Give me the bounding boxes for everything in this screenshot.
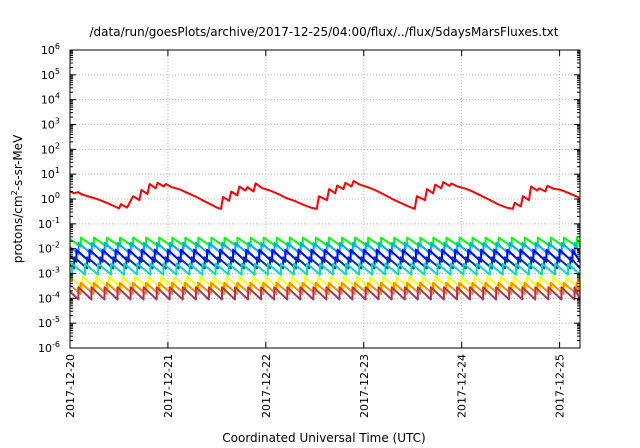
y-axis-label-sup: 2 [10, 190, 19, 195]
axis-ticks [69, 49, 580, 349]
y-tick-label: 10-4 [38, 290, 60, 305]
y-tick-label-base: 10 [38, 218, 52, 231]
x-tick-label: 2017-12-25 [554, 354, 567, 418]
x-tick-label: 2017-12-20 [64, 354, 77, 418]
x-tick-labels: 2017-12-20 2017-12-21 2017-12-22 2017-12-23… [64, 354, 567, 418]
y-tick-label-base: 10 [38, 268, 52, 281]
series-line [69, 180, 581, 210]
y-tick-label-exp: -6 [52, 340, 60, 349]
y-tick-label-exp: -2 [52, 241, 60, 250]
y-tick-label: 10-2 [38, 241, 60, 256]
x-axis-label: Coordinated Universal Time (UTC) [222, 431, 425, 445]
y-tick-label-exp: 0 [55, 191, 60, 200]
y-tick-label-exp: -3 [52, 266, 60, 275]
y-tick-label-base: 10 [38, 292, 52, 305]
y-tick-label-base: 10 [41, 69, 55, 82]
series-line [69, 281, 581, 295]
y-tick-label: 101 [41, 166, 60, 181]
y-tick-label-base: 10 [41, 168, 55, 181]
y-tick-label-base: 10 [38, 317, 52, 330]
y-tick-label-exp: 2 [55, 141, 60, 150]
y-tick-label: 10-5 [38, 315, 60, 330]
y-tick-label-exp: -1 [52, 216, 60, 225]
y-tick-label-base: 10 [41, 193, 55, 206]
y-tick-label: 104 [41, 92, 60, 107]
y-tick-label: 106 [41, 42, 60, 57]
y-tick-label: 10-3 [38, 266, 60, 281]
y-tick-label-base: 10 [38, 342, 52, 355]
y-tick-label: 10-6 [38, 340, 60, 355]
y-tick-label-base: 10 [41, 94, 55, 107]
y-tick-label-exp: 4 [55, 92, 60, 101]
series-line [69, 286, 581, 301]
y-tick-label-exp: -5 [52, 315, 60, 324]
y-tick-label: 10-1 [38, 216, 60, 231]
y-axis-label-rest: -s-sr-MeV [11, 134, 25, 190]
y-tick-label: 105 [41, 67, 60, 82]
chart-title: /data/run/goesPlots/archive/2017-12-25/0… [90, 25, 559, 39]
y-axis-label: protons/cm2-s-sr-MeV [10, 134, 25, 263]
y-tick-label: 103 [41, 117, 60, 132]
y-tick-label-base: 10 [41, 44, 55, 57]
y-tick-label-exp: 6 [55, 42, 60, 51]
y-tick-label-base: 10 [41, 119, 55, 132]
series-group [69, 180, 581, 301]
y-axis-label-base: protons/cm [11, 195, 25, 263]
x-tick-label: 2017-12-24 [456, 354, 469, 418]
y-tick-label-base: 10 [41, 143, 55, 156]
series-line [69, 262, 581, 276]
y-tick-label-exp: 1 [55, 166, 60, 175]
y-tick-label-base: 10 [38, 243, 52, 256]
y-tick-label: 102 [41, 141, 60, 156]
x-tick-label: 2017-12-21 [162, 354, 175, 418]
series-line [69, 275, 581, 290]
x-tick-label: 2017-12-22 [260, 354, 273, 418]
y-tick-labels: 10-610-510-410-310-210-11001011021031041… [38, 42, 60, 355]
y-tick-label: 100 [41, 191, 60, 206]
y-tick-label-exp: 3 [55, 117, 60, 126]
y-tick-label-exp: -4 [52, 290, 60, 299]
x-tick-label: 2017-12-23 [358, 354, 371, 418]
y-tick-label-exp: 5 [55, 67, 60, 76]
